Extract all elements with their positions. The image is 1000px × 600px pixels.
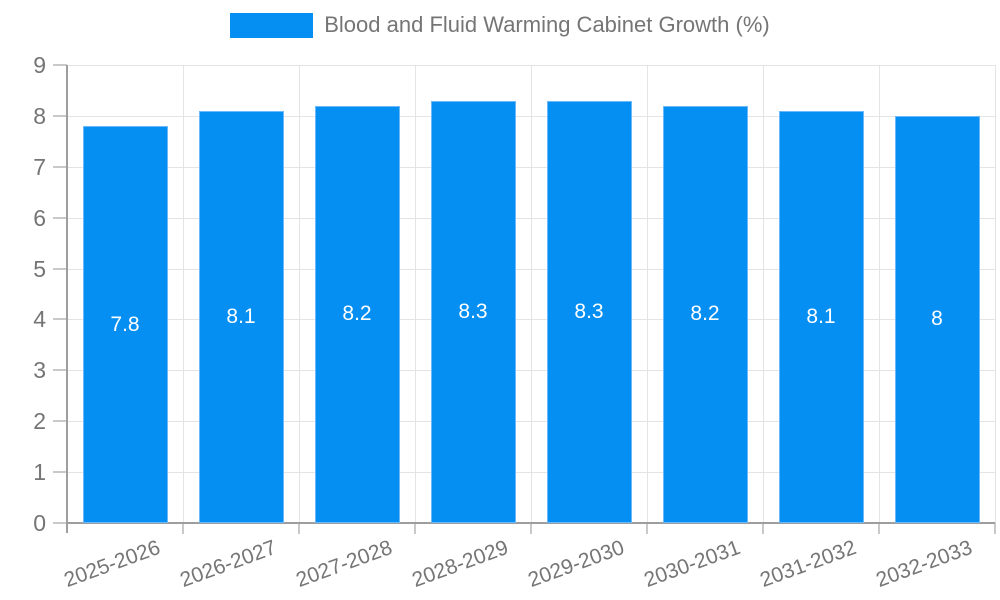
bar-value-label: 8.1 xyxy=(226,304,256,328)
y-axis-label: 8 xyxy=(33,102,46,129)
x-axis-tick xyxy=(182,523,184,534)
gridline-vertical xyxy=(530,65,532,523)
y-axis-label: 7 xyxy=(33,153,46,180)
x-axis-line xyxy=(67,522,995,524)
x-axis-label: 2028-2029 xyxy=(408,536,511,592)
gridline-vertical xyxy=(298,65,300,523)
y-axis-label: 0 xyxy=(33,510,46,536)
x-axis-label: 2025-2026 xyxy=(60,536,163,592)
y-axis-label: 3 xyxy=(33,357,46,384)
y-axis-tick xyxy=(53,420,67,423)
bar[interactable] xyxy=(894,115,980,523)
x-axis-label: 2032-2033 xyxy=(872,536,975,592)
bar-value-label: 8.2 xyxy=(342,302,372,326)
gridline-vertical xyxy=(646,65,648,523)
y-axis-line xyxy=(66,65,68,533)
y-axis-label: 9 xyxy=(33,52,46,78)
x-axis-tick xyxy=(646,523,648,534)
gridline-vertical xyxy=(762,65,764,523)
x-axis-label: 2031-2032 xyxy=(756,536,859,592)
chart-legend[interactable]: Blood and Fluid Warming Cabinet Growth (… xyxy=(0,12,1000,38)
gridline-vertical xyxy=(878,65,880,523)
x-axis-tick xyxy=(878,523,880,534)
y-axis-tick xyxy=(53,216,67,219)
y-axis-label: 6 xyxy=(33,204,46,231)
y-axis-tick xyxy=(53,114,67,117)
y-axis-tick xyxy=(53,471,67,474)
bar[interactable] xyxy=(82,126,168,523)
y-axis-tick xyxy=(53,165,67,168)
legend-swatch-icon xyxy=(230,12,314,38)
bar[interactable] xyxy=(314,105,400,523)
x-axis-label: 2027-2028 xyxy=(292,536,395,592)
y-axis-tick xyxy=(53,522,67,524)
gridline-vertical xyxy=(414,65,416,523)
bar[interactable] xyxy=(778,110,864,523)
y-axis-label: 2 xyxy=(33,408,46,435)
x-axis-tick xyxy=(530,523,532,534)
x-axis-tick xyxy=(414,523,416,534)
gridline-vertical xyxy=(994,65,996,523)
bar-value-label: 8 xyxy=(931,307,943,331)
y-axis-label: 4 xyxy=(33,306,46,333)
y-axis-tick xyxy=(53,64,67,66)
y-axis-tick xyxy=(53,369,67,372)
y-axis-label: 1 xyxy=(33,459,46,486)
bar-value-label: 8.2 xyxy=(690,302,720,326)
bar[interactable] xyxy=(546,100,632,523)
y-axis-tick xyxy=(53,318,67,321)
bar-value-label: 8.1 xyxy=(806,304,836,328)
bar[interactable] xyxy=(430,100,516,523)
bar[interactable] xyxy=(198,110,284,523)
bar-value-label: 7.8 xyxy=(110,312,140,336)
x-axis-label: 2030-2031 xyxy=(640,536,743,592)
plot-area: 0 1 2 3 4 5 6 7 8 9 7.8 2025-2026 8.1 2026-2027 8.2 202… xyxy=(33,52,996,592)
x-axis-tick xyxy=(762,523,764,534)
bar[interactable] xyxy=(662,105,748,523)
bar-value-label: 8.3 xyxy=(458,299,488,323)
y-axis-label: 5 xyxy=(33,255,46,282)
x-axis-tick xyxy=(994,523,996,534)
y-axis-tick xyxy=(53,267,67,270)
gridline-vertical xyxy=(182,65,184,523)
x-axis-tick xyxy=(298,523,300,534)
x-axis-label: 2026-2027 xyxy=(176,536,279,592)
x-axis-label: 2029-2030 xyxy=(524,536,627,592)
bar-value-label: 8.3 xyxy=(574,299,604,323)
legend-label: Blood and Fluid Warming Cabinet Growth (… xyxy=(324,12,770,37)
